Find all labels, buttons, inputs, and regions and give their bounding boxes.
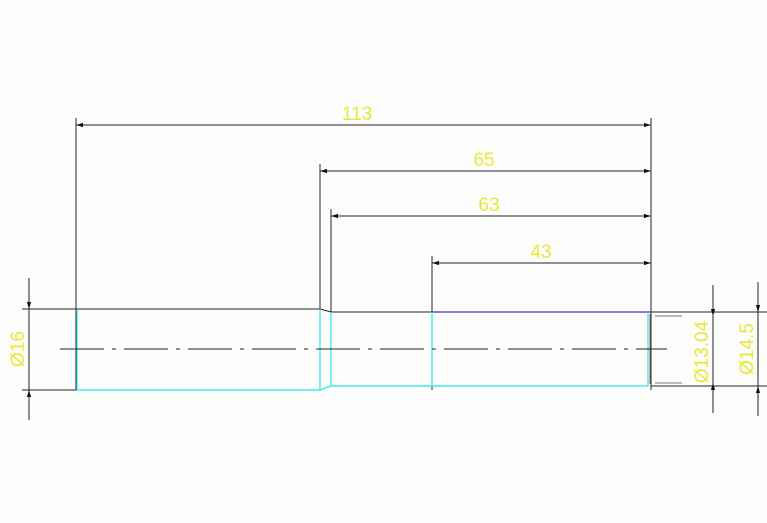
dim-dia-13-04-label: Ø13.04 <box>692 320 713 383</box>
dimension-43: 43 <box>432 242 651 266</box>
dim-43-label: 43 <box>530 242 551 263</box>
dim-113-label: 113 <box>342 104 372 125</box>
dimension-65: 65 <box>320 150 651 174</box>
dim-65-label: 65 <box>473 150 494 171</box>
dimension-dia-16: Ø16 <box>8 278 32 420</box>
dim-63-label: 63 <box>478 195 499 216</box>
dim-dia-16-label: Ø16 <box>8 331 29 367</box>
dimension-dia-13-04: Ø13.04 <box>692 285 716 413</box>
dimension-dia-14-5: Ø14.5 <box>737 282 761 416</box>
dimension-63: 63 <box>331 195 651 219</box>
dimension-113: 113 <box>76 104 651 128</box>
dim-dia-14-5-label: Ø14.5 <box>737 323 758 375</box>
